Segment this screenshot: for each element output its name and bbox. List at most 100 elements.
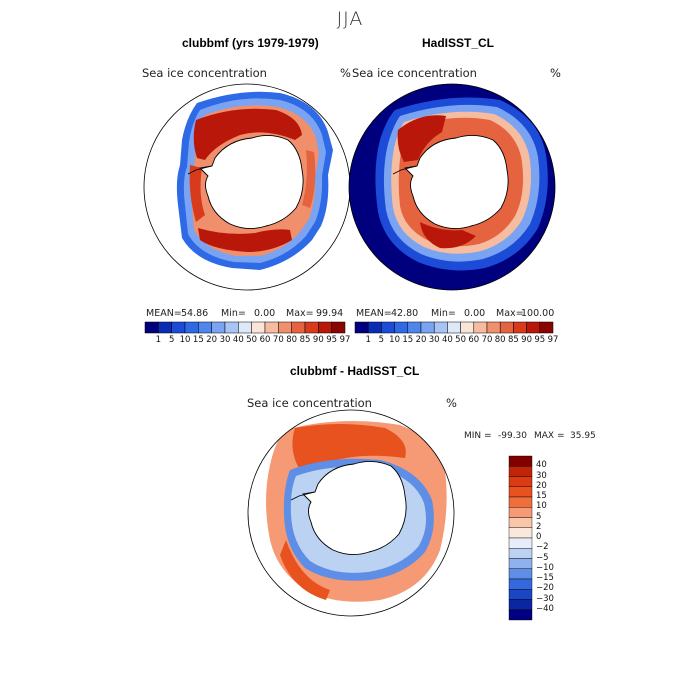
panel1-colorbar-tick-label: 30 — [219, 335, 231, 345]
panel2-colorbar-tick-label: 20 — [415, 335, 427, 345]
panel2-field-label: Sea ice concentration — [352, 66, 477, 80]
panel3-colorbar-tick-label: 20 — [536, 480, 547, 491]
panel1-antarctica — [199, 135, 304, 229]
panel2-colorbar-swatch — [420, 321, 435, 334]
panel2-colorbar-tick-label: 30 — [428, 335, 440, 345]
panel2-ice-core-ross — [420, 222, 476, 249]
panel2-colorbar — [354, 321, 554, 334]
panel2-colorbar-swatch — [499, 321, 514, 334]
panel2-colorbar-swatch — [473, 321, 488, 334]
panel3-colorbar-swatch — [508, 537, 533, 549]
panel2-min-label: Min= — [431, 308, 456, 319]
panel3-colorbar-swatch — [508, 589, 533, 600]
panel2-colorbar-swatch — [433, 321, 448, 334]
panel2-colorbar-tick-label: 1 — [365, 335, 371, 345]
panel2-colorbar-swatch — [539, 321, 554, 334]
panel2-antarctica — [404, 135, 509, 229]
panel3-colorbar-tick-label: 2 — [536, 521, 542, 532]
panel3-positive-ross — [280, 540, 330, 600]
panel1-colorbar-swatch — [278, 321, 292, 334]
panel1-units-label: % — [340, 66, 351, 80]
panel1-colorbar-swatch — [198, 321, 212, 334]
panel2-map — [349, 84, 555, 290]
panel3-map-boundary — [247, 409, 455, 617]
panel1-colorbar-tick-label: 50 — [246, 335, 258, 345]
panel2-colorbar-tick-label: 40 — [441, 335, 453, 345]
panel3-colorbar-tick-label: 30 — [536, 470, 547, 481]
panel2-colorbar-swatch — [513, 321, 527, 334]
panel1-colorbar-tick-label: 70 — [272, 335, 284, 345]
panel2-colorbar-tick-label: 70 — [481, 335, 493, 345]
panel2-colorbar-tick-label: 5 — [378, 335, 385, 345]
panel2-peninsula — [392, 165, 418, 175]
panel3-min-label: MIN = — [464, 431, 492, 441]
panel2-map-boundary — [348, 83, 556, 291]
panel2-colorbar-tick-label: 10 — [389, 335, 400, 345]
panel1-colorbar-swatch — [184, 321, 199, 334]
panel1-colorbar-tick-label: 40 — [232, 335, 244, 345]
panel2-max-value: 100.00 — [521, 308, 555, 319]
panel2-colorbar-swatch — [460, 321, 475, 334]
panel3-colorbar-swatch — [508, 527, 533, 539]
panel1-colorbar-tick-label: 20 — [206, 335, 218, 345]
panel2-colorbar-swatch — [486, 321, 501, 334]
panel2-colorbar-swatch — [381, 321, 395, 334]
panel3-colorbar-tick-label: 15 — [536, 491, 547, 501]
panel3-colorbar-tick-label: −30 — [536, 593, 554, 604]
panel3-max-value: 35.95 — [570, 431, 596, 441]
panel3-colorbar-tick-label: −40 — [536, 603, 554, 614]
panel2-colorbar-swatch — [407, 321, 422, 334]
panel1-colorbar-tick-label: 90 — [312, 335, 324, 345]
panel2-min-value: 0.00 — [464, 308, 486, 319]
panel1-max-value: 99.94 — [316, 308, 344, 319]
panel3-colorbar-swatch — [508, 578, 533, 590]
panel3-colorbar-tick-label: 5 — [536, 511, 542, 522]
panel3-colorbar-swatch — [508, 466, 533, 477]
panel1-colorbar-swatch — [331, 321, 346, 334]
panel2-colorbar-swatch — [394, 321, 409, 334]
panel1-ice-core-west — [189, 165, 205, 222]
panel2-mean-value: 42.80 — [391, 308, 419, 319]
panel1-colorbar — [144, 321, 346, 334]
panel3-antarctica — [302, 461, 407, 555]
panel1-colorbar-swatch — [158, 321, 172, 334]
panel1-peninsula — [187, 165, 213, 175]
panel3-colorbar-swatch — [508, 517, 533, 528]
panel3-colorbar-swatch — [508, 476, 533, 487]
panel1-colorbar-swatch — [171, 321, 186, 334]
panel2-colorbar-tick-label: 15 — [402, 335, 414, 345]
panel2-colorbar-swatch — [447, 321, 461, 334]
panel1-mean-label: MEAN= — [146, 308, 182, 319]
panel3-colorbar-tick-label: 0 — [536, 532, 542, 542]
panel1-mean-value: 54.86 — [181, 308, 209, 319]
panel1-ice-core-weddell — [193, 108, 302, 160]
panel3-colorbar-swatch — [508, 496, 533, 508]
panel1-min-label: Min= — [221, 308, 246, 319]
panel2-colorbar-tick-label: 90 — [521, 335, 532, 345]
panel1-ice-core-east — [302, 150, 316, 208]
panel3-colorbar-tick-label: −20 — [536, 583, 554, 594]
panel3-max-label: MAX = — [534, 431, 565, 441]
panel1-colorbar-tick-label: 95 — [326, 335, 338, 345]
panel2-mean-label: MEAN= — [356, 308, 392, 319]
panel1-colorbar-swatch — [251, 321, 266, 334]
panel3-colorbar — [508, 455, 533, 621]
panel3-colorbar-tick-label: 10 — [536, 501, 547, 512]
panel2-title: HadISST_CL — [422, 36, 495, 50]
panel1-colorbar-swatch — [144, 321, 159, 334]
panel1-min-value: 0.00 — [254, 308, 276, 319]
season-title: JJA — [336, 8, 364, 30]
panel2-colorbar-tick-label: 50 — [455, 335, 466, 345]
panel1-colorbar-tick-label: 1 — [155, 335, 162, 345]
panel3-colorbar-tick-label: −10 — [536, 562, 554, 573]
panel2-colorbar-tick-label: 85 — [507, 335, 519, 345]
panel2-colorbar-swatch — [354, 321, 369, 334]
panel2-units-label: % — [550, 66, 561, 80]
panel1-field-label: Sea ice concentration — [142, 66, 267, 80]
panel1-max-label: Max= — [286, 308, 314, 319]
panel1-colorbar-tick-label: 10 — [179, 335, 191, 345]
panel3-positive-weddell — [292, 424, 406, 470]
panel1-colorbar-swatch — [238, 321, 252, 334]
panel2-colorbar-swatch — [526, 321, 541, 334]
